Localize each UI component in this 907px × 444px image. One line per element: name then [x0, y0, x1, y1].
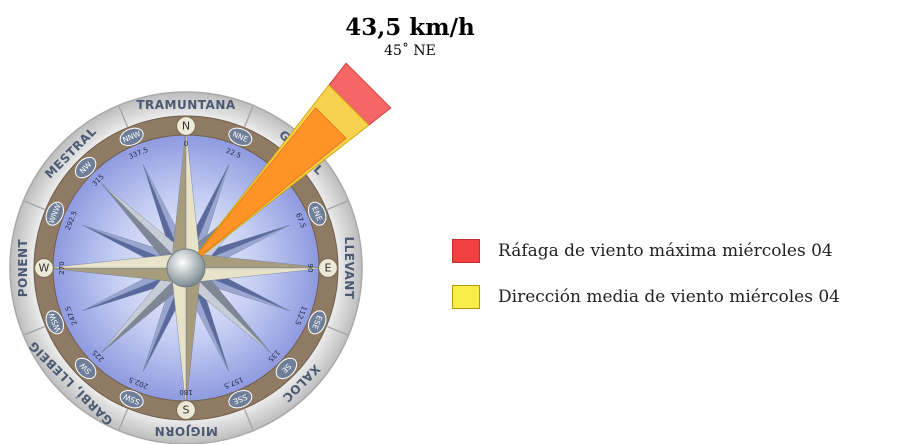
- legend-item-mean: Dirección media de viento miércoles 04: [452, 284, 840, 310]
- sector-divider: [327, 200, 348, 211]
- legend-swatch-mean: [452, 285, 480, 309]
- degree-label: 90: [306, 264, 314, 273]
- legend-label-gust: Ráfaga de viento máxima miércoles 04: [498, 241, 833, 261]
- legend: Ráfaga de viento máxima miércoles 04 Dir…: [452, 238, 840, 330]
- sector-divider: [118, 409, 129, 430]
- degree-label: 0: [184, 140, 188, 148]
- point-badge: ENE: [307, 201, 327, 226]
- point-badge: NW: [74, 156, 97, 179]
- point-badge: WNW: [45, 201, 65, 226]
- wind-readout: 43,5 km/h 45˚ NE: [330, 14, 490, 60]
- wind-speed-label: 43,5 km/h: [345, 14, 475, 41]
- wind-wedges: [185, 62, 392, 269]
- sector-divider: [24, 200, 45, 211]
- point-badge: SSW: [119, 389, 144, 409]
- compass-star: [45, 127, 327, 409]
- point-badge: S: [175, 399, 197, 421]
- compass-hub: [166, 248, 206, 288]
- point-badge: SSE: [228, 389, 253, 409]
- wind-name-label: LLEVANT: [342, 237, 356, 300]
- sector-divider: [118, 106, 129, 127]
- legend-label-mean: Dirección media de viento miércoles 04: [498, 287, 840, 307]
- sector-divider: [243, 106, 254, 127]
- wind-name-label: MIGJORN: [154, 424, 218, 438]
- legend-item-gust: Ráfaga de viento máxima miércoles 04: [452, 238, 840, 264]
- sector-divider: [243, 409, 254, 430]
- legend-swatch-gust: [452, 239, 480, 263]
- wind-direction-label: 45˚ NE: [384, 43, 436, 59]
- point-badge: ESE: [307, 310, 327, 335]
- wind-name-label: TRAMUNTANA: [136, 98, 236, 112]
- sector-dividers: [24, 106, 348, 430]
- point-badge: SE: [275, 357, 298, 380]
- point-label: W: [39, 262, 50, 275]
- point-badge: SW: [74, 357, 97, 380]
- wind-name-label: PONENT: [16, 238, 30, 297]
- point-label: E: [325, 262, 332, 275]
- point-badge: NNE: [228, 127, 253, 147]
- point-badge: N: [175, 115, 197, 137]
- sector-divider: [327, 325, 348, 336]
- overlap-wedge: [185, 107, 347, 269]
- point-label: N: [182, 120, 190, 133]
- point-badge: W: [33, 257, 55, 279]
- point-label: S: [183, 404, 190, 417]
- sector-divider: [24, 325, 45, 336]
- point-badge: NNW: [119, 127, 144, 147]
- degree-label: 180: [179, 388, 192, 396]
- point-badge: WSW: [45, 310, 65, 335]
- point-labels: NNNENEENEEESESESSESSSWSWWSWWWNWNWNNW: [33, 115, 339, 421]
- degree-label: 270: [58, 261, 66, 274]
- point-badge: E: [317, 257, 339, 279]
